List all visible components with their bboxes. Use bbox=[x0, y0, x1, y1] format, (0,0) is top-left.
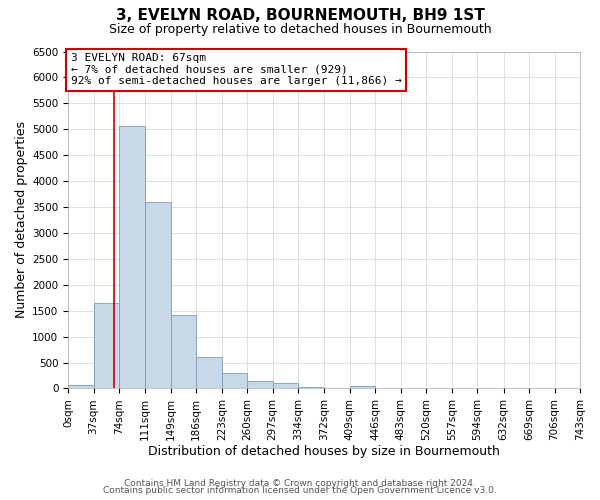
X-axis label: Distribution of detached houses by size in Bournemouth: Distribution of detached houses by size … bbox=[148, 444, 500, 458]
Y-axis label: Number of detached properties: Number of detached properties bbox=[15, 122, 28, 318]
Bar bbox=[68, 386, 94, 388]
Text: 3, EVELYN ROAD, BOURNEMOUTH, BH9 1ST: 3, EVELYN ROAD, BOURNEMOUTH, BH9 1ST bbox=[116, 8, 484, 22]
Bar bbox=[350, 386, 376, 388]
Text: 3 EVELYN ROAD: 67sqm
← 7% of detached houses are smaller (929)
92% of semi-detac: 3 EVELYN ROAD: 67sqm ← 7% of detached ho… bbox=[71, 53, 401, 86]
Bar bbox=[247, 380, 273, 388]
Bar bbox=[273, 384, 298, 388]
Bar bbox=[145, 202, 171, 388]
Bar bbox=[94, 303, 119, 388]
Text: Size of property relative to detached houses in Bournemouth: Size of property relative to detached ho… bbox=[109, 22, 491, 36]
Bar bbox=[196, 357, 222, 388]
Bar bbox=[119, 126, 145, 388]
Bar bbox=[171, 315, 196, 388]
Text: Contains HM Land Registry data © Crown copyright and database right 2024.: Contains HM Land Registry data © Crown c… bbox=[124, 478, 476, 488]
Text: Contains public sector information licensed under the Open Government Licence v3: Contains public sector information licen… bbox=[103, 486, 497, 495]
Bar bbox=[298, 387, 325, 388]
Bar bbox=[222, 373, 247, 388]
